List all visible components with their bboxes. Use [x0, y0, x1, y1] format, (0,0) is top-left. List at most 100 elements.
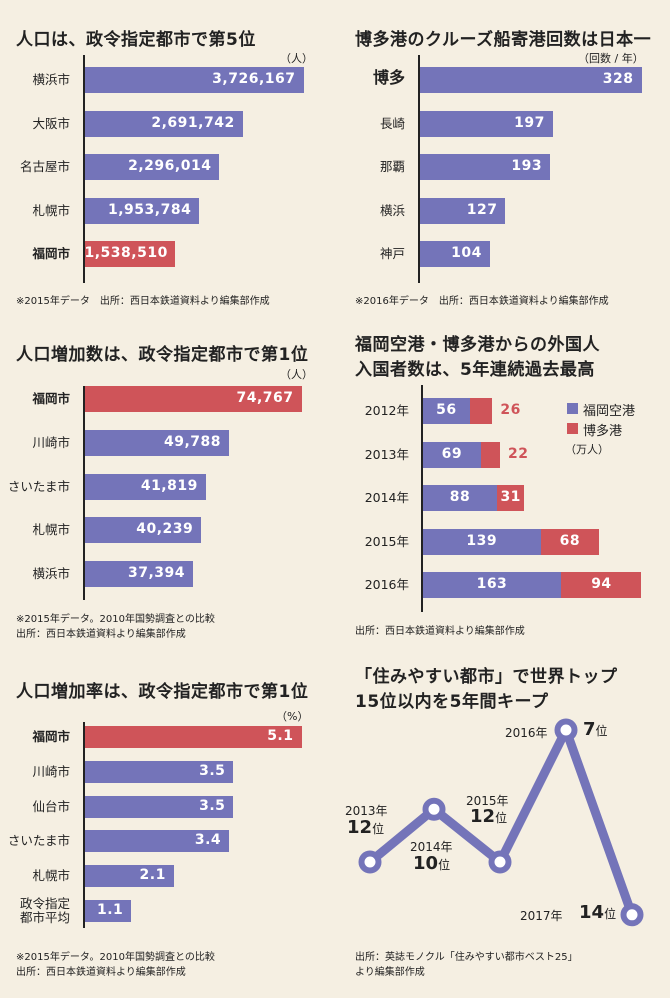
unit-label: （%）: [276, 710, 309, 723]
category-label: 横浜市: [32, 72, 70, 87]
bar: [84, 795, 234, 818]
value-label: 40,239: [136, 521, 194, 538]
value-label: 2.1: [139, 867, 166, 884]
footnote: ※2015年データ 出所：西日本鉄道資料より編集部作成: [16, 296, 270, 307]
rank-label: 12位: [347, 817, 384, 838]
chart-title: 15位以内を5年間キープ: [355, 692, 549, 712]
bar-segment-福岡空港: [422, 528, 541, 555]
bar: [84, 241, 175, 268]
category-label: 仙台市: [32, 798, 70, 814]
bar: [419, 110, 553, 137]
bar: [84, 561, 194, 588]
data-point: [488, 850, 512, 874]
rank-label: 12位: [470, 806, 507, 827]
rank-suffix: 位: [604, 907, 617, 921]
category-label: 2016年: [364, 577, 409, 592]
category-label: 神戸: [379, 246, 405, 262]
value-label: 1,953,784: [108, 201, 192, 218]
rank-suffix: 位: [595, 724, 608, 738]
category-label: 大阪市: [32, 115, 70, 131]
value-label: 3.4: [194, 832, 222, 849]
category-label: さいたま市: [7, 833, 70, 849]
category-label: 名古屋市: [19, 159, 70, 175]
category-label: 長崎: [379, 115, 405, 131]
bar: [84, 865, 174, 888]
category-label: 札幌市: [32, 868, 70, 884]
bar-segment-博多港: [561, 572, 642, 598]
value-label: 41,819: [140, 477, 198, 494]
value-label: 2,296,014: [128, 158, 212, 175]
data-point: [554, 718, 578, 742]
value-label: 104: [451, 245, 482, 262]
data-point: [620, 903, 644, 927]
value-label: 1,538,510: [84, 245, 168, 262]
rank-suffix: 位: [495, 811, 508, 825]
value-label: 69: [441, 445, 463, 462]
bar-segment-博多港: [481, 441, 501, 468]
value-label: 37,394: [127, 565, 186, 582]
value-label: 3,726,167: [212, 71, 296, 87]
value-label: 88: [449, 489, 471, 505]
category-label: 福岡市: [32, 246, 70, 262]
value-label: 2,691,742: [151, 114, 235, 131]
category-label: 那覇: [379, 159, 405, 175]
footnote: 出所：西日本鉄道資料より編集部作成: [16, 967, 186, 978]
chart-title: 入国者数は、5年連続過去最高: [355, 360, 595, 380]
legend-label: 福岡空港: [583, 404, 636, 419]
rank-value: 7: [583, 719, 596, 740]
category-label: 札幌市: [32, 522, 70, 538]
value-label: 26: [500, 402, 521, 418]
bar: [84, 154, 220, 181]
footnote: 出所：西日本鉄道資料より編集部作成: [16, 629, 186, 640]
data-point: [422, 797, 446, 821]
legend-label: 博多港: [583, 424, 623, 439]
chart-title: 人口は、政令指定都市で第5位: [16, 30, 256, 50]
bar-segment-福岡空港: [422, 398, 471, 424]
category-label: 2015年: [364, 533, 409, 549]
category-label: 福岡市: [32, 391, 70, 406]
rank-suffix: 位: [438, 858, 451, 872]
unit-label: （人）: [280, 52, 313, 65]
data-point: [358, 850, 382, 874]
value-label: 139: [466, 532, 498, 549]
axis-line: [83, 55, 85, 283]
chart-title: 福岡空港・博多港からの外国人: [355, 335, 600, 355]
value-label: 68: [559, 532, 581, 549]
bar: [84, 726, 302, 748]
category-label: 横浜市: [32, 566, 70, 582]
rank-value: 12: [347, 817, 373, 838]
category-label: さいたま市: [7, 478, 70, 494]
bar: [84, 67, 304, 93]
bar: [84, 473, 206, 500]
category-label: 横浜: [379, 202, 405, 218]
value-label: 56: [436, 402, 457, 418]
chart-title: 人口増加率は、政令指定都市で第1位: [16, 682, 309, 702]
value-label: 3.5: [199, 797, 226, 814]
bar-segment-博多港: [540, 528, 599, 555]
rank-value: 12: [470, 806, 496, 827]
rank-value: 10: [413, 853, 439, 874]
year-label: 2014年: [410, 840, 453, 854]
bar: [84, 900, 132, 922]
bar: [84, 386, 302, 412]
category-label: 政令指定 都市平均: [19, 896, 70, 925]
footnote: より編集部作成: [355, 967, 425, 978]
value-label: 193: [511, 158, 543, 175]
year-label: 2017年: [520, 909, 563, 923]
bar-segment-博多港: [497, 485, 524, 511]
value-label: 3.5: [199, 762, 226, 779]
bar: [84, 517, 202, 544]
legend-swatch: [567, 423, 578, 434]
value-label: 163: [476, 576, 508, 592]
category-label: 2012年: [364, 403, 409, 418]
value-label: 94: [591, 576, 612, 592]
category-label: 2013年: [364, 446, 409, 462]
rank-suffix: 位: [372, 822, 385, 836]
bar: [419, 241, 490, 268]
axis-line: [418, 55, 420, 283]
unit-label: （回数 / 年）: [578, 52, 644, 65]
rank-label: 10位: [413, 853, 450, 874]
value-label: 197: [514, 114, 545, 131]
chart-title: 「住みやすい都市」で世界トップ: [355, 667, 618, 687]
